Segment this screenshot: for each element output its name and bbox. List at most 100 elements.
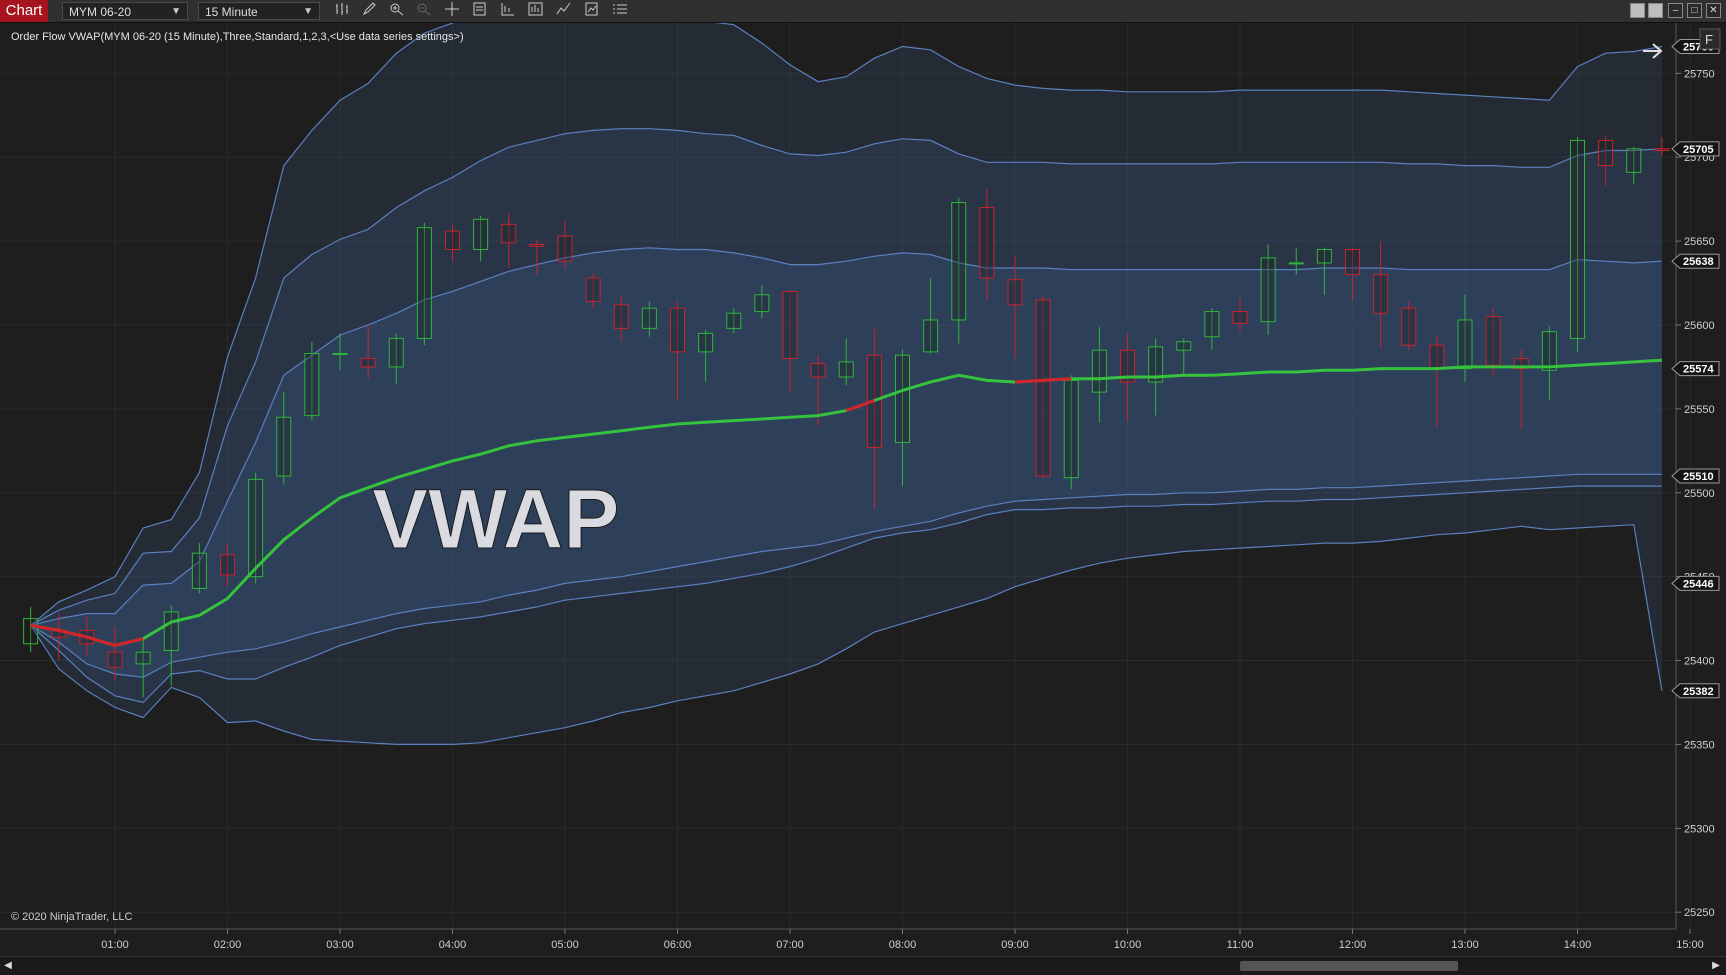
candle-body [1457, 319, 1473, 370]
candle-up [641, 301, 657, 337]
candle-body [1063, 379, 1079, 479]
candle-up [895, 350, 910, 487]
minimize-icon[interactable]: – [1668, 3, 1683, 18]
candle-body [529, 243, 545, 247]
candle-body [1288, 262, 1304, 265]
candle-up [1626, 147, 1642, 185]
crosshair-icon[interactable] [442, 2, 462, 20]
chart-style-icon[interactable] [526, 2, 546, 20]
price-tick-label: 25750 [1684, 68, 1715, 80]
candle-body [557, 235, 573, 262]
candle-up [276, 392, 292, 485]
candle-down [1513, 350, 1529, 430]
candle-body [1541, 331, 1557, 371]
chart-tab[interactable]: Chart [0, 0, 48, 22]
tile-icon[interactable] [1630, 3, 1645, 18]
chart-toolbar: Chart MYM 06-20 ▼ 15 Minute ▼ – □ ✕ [0, 0, 1726, 23]
candle-body [332, 353, 348, 356]
chart-background [0, 23, 1726, 956]
indicator-label: Order Flow VWAP(MYM 06-20 (15 Minute),Th… [11, 31, 464, 43]
candle-down [1373, 241, 1389, 349]
price-tick-label: 25400 [1684, 656, 1715, 668]
time-tick-label: 02:00 [214, 939, 242, 951]
copyright-text: © 2020 NinjaTrader, LLC [11, 911, 132, 923]
zoom-in-icon[interactable] [387, 2, 407, 20]
indicators-icon[interactable] [554, 2, 574, 20]
candle-up [388, 333, 404, 384]
scroll-right-arrow-icon[interactable] [1643, 43, 1663, 59]
strategies-icon[interactable] [582, 2, 602, 20]
candle-body [1598, 139, 1614, 167]
candle-body [135, 651, 151, 665]
interval-selector[interactable]: 15 Minute ▼ [198, 2, 320, 20]
band-line-upper-1 [30, 247, 1662, 626]
candle-up [1541, 326, 1557, 401]
candle-body [1007, 279, 1023, 306]
horizontal-scrollbar[interactable]: ◀ ▶ [0, 956, 1726, 975]
price-marker: 25638 [1671, 253, 1720, 269]
time-axis[interactable]: 01:00 02:00 03:00 04:00 05:00 06:00 07:00 08:00… [101, 929, 1704, 951]
f-button[interactable] [1699, 28, 1721, 50]
price-marker-label: 25446 [1683, 578, 1714, 590]
candle-body [1401, 307, 1417, 346]
candle-body [754, 294, 770, 313]
maximize-icon[interactable]: □ [1687, 3, 1702, 18]
candle-body [1148, 346, 1164, 383]
price-tick-label: 25550 [1684, 404, 1715, 416]
tile-icon[interactable] [1648, 3, 1663, 18]
price-marker-box [1671, 468, 1720, 484]
chart-trader-icon[interactable] [498, 2, 518, 20]
candle-up [923, 278, 939, 354]
candle-body [445, 230, 460, 251]
candle-down [445, 224, 460, 262]
candle-up [1176, 338, 1192, 376]
time-tick-label: 07:00 [776, 939, 804, 951]
candle-down [1345, 247, 1360, 302]
candle-down [979, 189, 995, 300]
price-marker: 25446 [1671, 575, 1720, 591]
instrument-selector[interactable]: MYM 06-20 ▼ [62, 2, 188, 20]
candle-down [220, 543, 235, 587]
vwap-line [30, 358, 1662, 648]
time-tick-label: 15:00 [1676, 939, 1704, 951]
zoom-out-icon[interactable] [414, 2, 434, 20]
candle-body [501, 223, 517, 244]
candle-down [1007, 256, 1023, 359]
price-marker-box [1671, 253, 1720, 269]
candle-body [1485, 316, 1501, 366]
data-box-icon[interactable] [470, 2, 490, 20]
candle-down [1232, 298, 1248, 332]
scrollbar-thumb[interactable] [1240, 961, 1458, 971]
candle-body [1654, 148, 1670, 152]
price-tick-label: 25500 [1684, 488, 1715, 500]
chevron-down-icon: ▼ [171, 6, 181, 17]
candle-up [838, 338, 854, 386]
bar-type-icon[interactable] [333, 2, 353, 20]
candle-down [1485, 308, 1501, 376]
chart-panel[interactable]: VWAP Order Flow VWAP(MYM 06-20 (15 Minut… [0, 10, 1726, 961]
price-chart[interactable]: VWAP Order Flow VWAP(MYM 06-20 (15 Minut… [0, 10, 1726, 956]
drawing-pencil-icon[interactable] [360, 2, 380, 20]
candle-up [754, 284, 770, 319]
close-icon[interactable]: ✕ [1706, 3, 1721, 18]
time-tick-label: 08:00 [889, 939, 917, 951]
candle-down [1401, 301, 1417, 351]
scroll-left-arrow-icon[interactable]: ◀ [4, 960, 12, 971]
candle-body [810, 363, 826, 378]
candle-down [501, 212, 517, 268]
band-fill-inner [30, 247, 1662, 678]
properties-list-icon[interactable] [610, 2, 630, 20]
instrument-label: MYM 06-20 [69, 5, 132, 19]
price-marker: 25510 [1671, 468, 1720, 484]
candle-down [810, 355, 826, 426]
time-tick-label: 11:00 [1227, 939, 1254, 951]
candle-body [1260, 257, 1276, 323]
scroll-right-small-arrow-icon[interactable]: ▶ [1712, 960, 1720, 971]
candle-up [1570, 137, 1585, 352]
candle-body [191, 552, 207, 589]
price-tick-label: 25250 [1684, 907, 1715, 919]
candle-up [332, 333, 348, 371]
candle-body [838, 361, 854, 378]
price-marker: 25574 [1671, 361, 1720, 377]
price-marker: 25705 [1671, 141, 1720, 157]
